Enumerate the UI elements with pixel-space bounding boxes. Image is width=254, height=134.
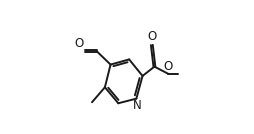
- Text: O: O: [164, 60, 173, 73]
- Text: O: O: [75, 37, 84, 50]
- Text: N: N: [133, 99, 141, 112]
- Text: O: O: [147, 30, 156, 43]
